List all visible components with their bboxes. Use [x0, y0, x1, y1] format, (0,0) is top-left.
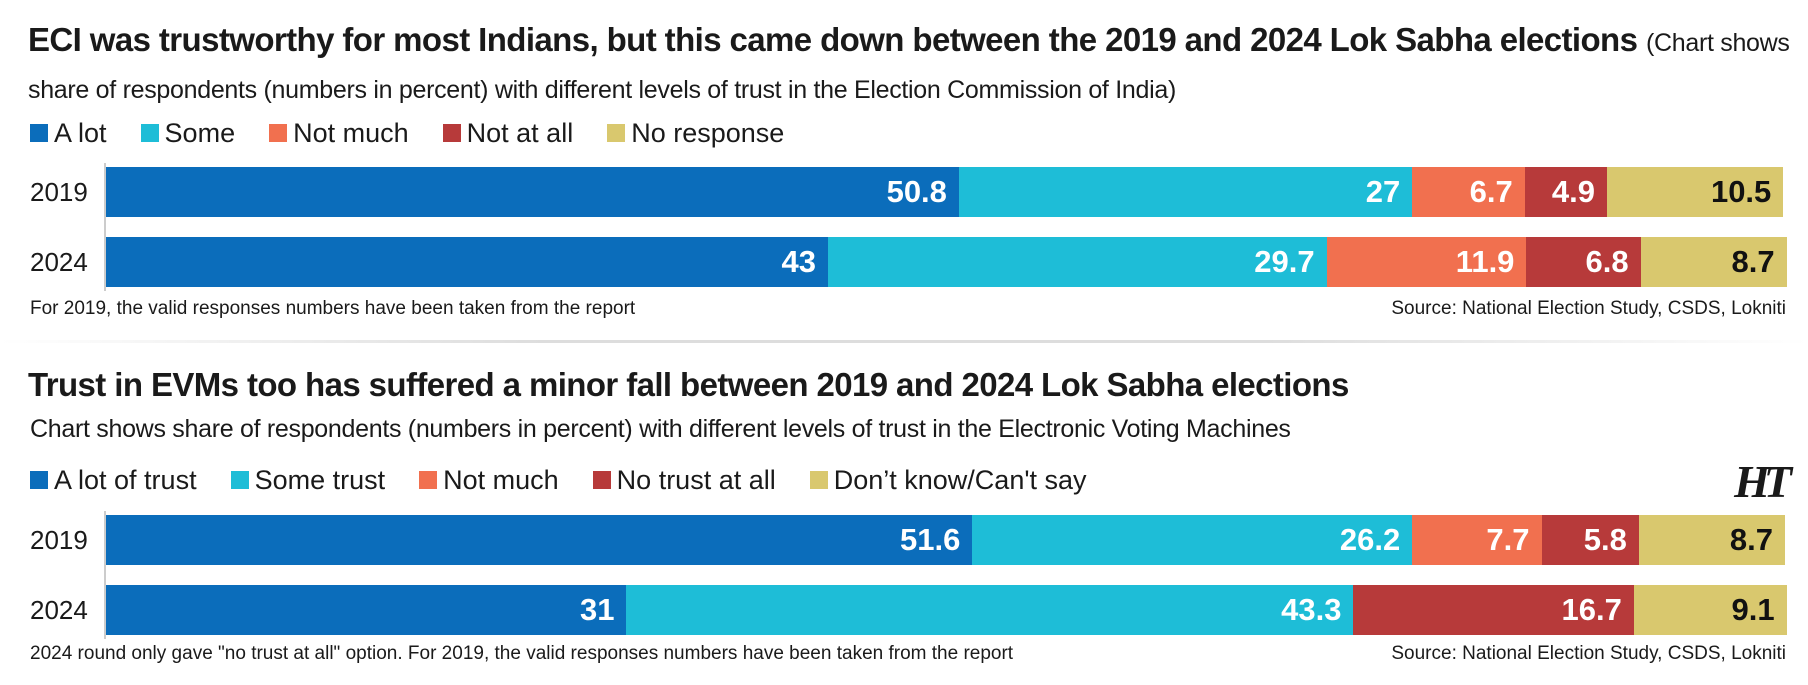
chart-title: ECI was trustworthy for most Indians, bu…	[28, 18, 1798, 112]
legend-label: A lot	[54, 117, 107, 148]
value-label: 10.5	[1710, 174, 1772, 209]
source: Source: National Election Study, CSDS, L…	[1391, 298, 1786, 319]
legend-item: Some trust	[230, 462, 386, 498]
bar-segment	[106, 237, 828, 287]
legend-swatch	[30, 471, 48, 489]
legend-swatch	[809, 471, 828, 489]
bar-segment	[106, 585, 627, 635]
bar-segment	[827, 237, 1327, 287]
legend-swatch	[442, 124, 461, 142]
value-label: 29.7	[1254, 244, 1315, 279]
bar-segment	[106, 167, 959, 217]
value-label: 7.7	[1486, 522, 1530, 557]
value-label: 51.6	[900, 522, 961, 557]
legend: A lot of trust Some trust Not much No trust…	[30, 462, 1087, 498]
bar-segment	[626, 585, 1354, 635]
legend-item: A lot	[30, 115, 107, 151]
value-label: 8.7	[1729, 522, 1773, 557]
chart-title: Trust in EVMs too has suffered a minor f…	[28, 363, 1798, 407]
bar-segment	[1638, 515, 1785, 565]
bar-segment	[1412, 515, 1542, 565]
value-label: 6.7	[1469, 174, 1513, 209]
bar-row: 2024 31 43.3 16.7 9.1	[0, 585, 1808, 635]
footnote: For 2019, the valid responses numbers ha…	[30, 298, 636, 319]
value-label: 5.8	[1583, 522, 1627, 557]
legend-item: Don’t know/Can't say	[809, 462, 1087, 498]
bar-segment	[1541, 515, 1639, 565]
bar-segment	[972, 515, 1413, 565]
bar-segment	[1526, 237, 1641, 287]
legend-item: Not at all	[442, 115, 574, 151]
value-label: 27	[1365, 174, 1401, 209]
legend-item: A lot of trust	[30, 462, 197, 498]
legend-label: Not at all	[466, 117, 574, 148]
legend-swatch	[230, 471, 249, 489]
legend-swatch	[30, 124, 48, 142]
y-label: 2019	[30, 177, 88, 207]
bar-row: 2019 51.6 26.2 7.7 5.8 8.7	[0, 515, 1808, 565]
value-label: 26.2	[1339, 522, 1401, 557]
value-label: 50.8	[886, 174, 947, 209]
chart-section: Trust in EVMs too has suffered a minor f…	[0, 345, 1808, 685]
bar-segment	[1633, 585, 1787, 635]
value-label: 31	[580, 592, 615, 627]
y-label: 2024	[30, 595, 88, 625]
value-label: 43	[781, 244, 816, 279]
bar-segment	[1412, 167, 1525, 217]
bar-segment	[1607, 167, 1784, 217]
bar-segment	[1326, 237, 1527, 287]
bar-segment	[1353, 585, 1634, 635]
legend-label: A lot of trust	[54, 464, 197, 495]
legend-swatch	[592, 471, 611, 489]
legend-label: No response	[631, 117, 785, 148]
separator	[0, 340, 1808, 343]
bar-segment	[1640, 237, 1787, 287]
legend-item: No response	[607, 115, 784, 151]
value-label: 6.8	[1585, 244, 1629, 279]
legend-label: Some	[164, 117, 236, 148]
legend-label: Not much	[443, 464, 559, 495]
bar-row: 2019 50.8 27 6.7 4.9 10.5	[0, 167, 1808, 217]
chart-section: ECI was trustworthy for most Indians, bu…	[0, 0, 1808, 340]
footnote: 2024 round only gave "no trust at all" o…	[30, 643, 1014, 664]
legend-label: Some trust	[254, 464, 386, 495]
legend-item: Not much	[419, 462, 559, 498]
legend-item: Some	[140, 115, 236, 151]
legend-label: Not much	[293, 117, 409, 148]
legend-swatch	[419, 471, 438, 489]
legend: A lot Some Not much Not at all No response	[30, 115, 784, 151]
axis-line	[104, 511, 106, 639]
value-label: 4.9	[1551, 174, 1596, 209]
axis-line	[104, 163, 106, 291]
subtitle: Chart shows share of respondents (number…	[30, 415, 1291, 443]
subtitle: (Chart shows share of respondents (numbe…	[28, 29, 1790, 104]
y-label: 2019	[30, 525, 88, 555]
y-label: 2024	[30, 247, 88, 277]
value-label: 43.3	[1281, 592, 1342, 627]
value-label: 9.1	[1731, 592, 1775, 627]
value-label: 8.7	[1731, 244, 1775, 279]
legend-label: Don’t know/Can't say	[833, 464, 1087, 495]
legend-label: No trust at all	[616, 464, 776, 495]
legend-swatch	[607, 124, 626, 142]
bar-segment	[1524, 167, 1608, 217]
legend-swatch	[140, 124, 159, 142]
value-label: 16.7	[1561, 592, 1622, 627]
legend-item: Not much	[269, 115, 409, 151]
legend-item: No trust at all	[592, 462, 776, 498]
title-text: Trust in EVMs too has suffered a minor f…	[28, 366, 1349, 403]
value-label: 11.9	[1455, 244, 1515, 279]
source: Source: National Election Study, CSDS, L…	[1391, 643, 1786, 664]
bar-segment	[958, 167, 1413, 217]
title-text: ECI was trustworthy for most Indians, bu…	[28, 21, 1638, 58]
logo: HT	[1734, 456, 1792, 507]
bar-row: 2024 43 29.7 11.9 6.8 8.7	[0, 237, 1808, 287]
legend-swatch	[269, 124, 288, 142]
bar-segment	[106, 515, 973, 565]
